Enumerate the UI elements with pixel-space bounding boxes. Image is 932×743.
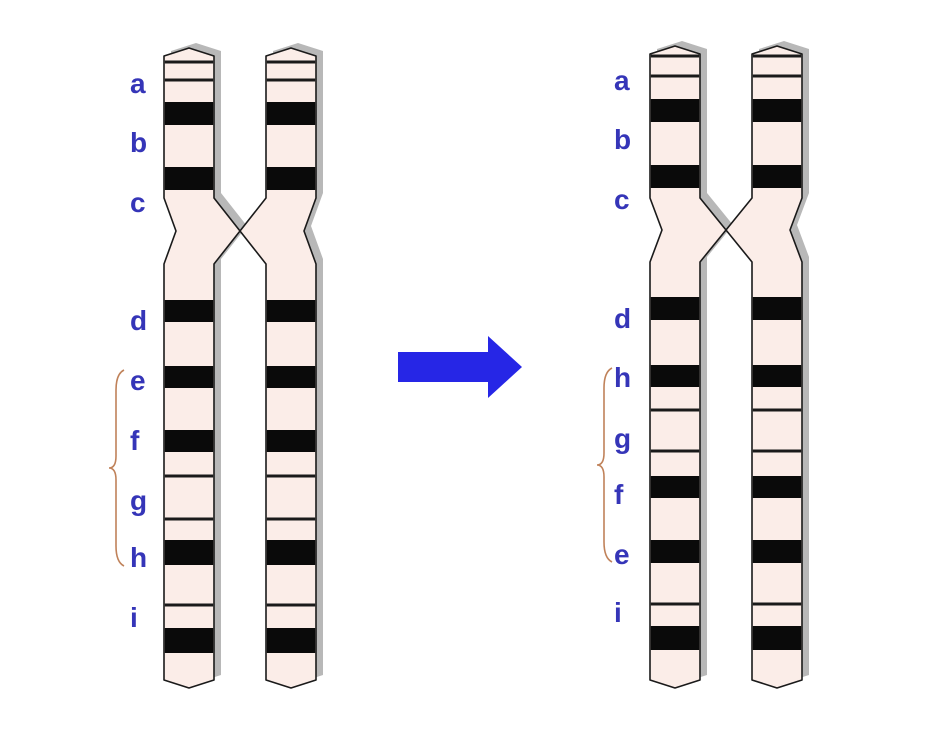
chromosome-band <box>752 365 802 387</box>
right-arrow-icon <box>398 336 522 398</box>
gene-label-h: h <box>614 362 631 393</box>
chromosome-band-thin <box>164 60 214 64</box>
inversion-bracket <box>596 367 613 563</box>
chromosome-band-thin <box>752 408 802 412</box>
gene-label-c: c <box>614 184 630 215</box>
chromosome-band <box>650 99 700 122</box>
chromosome-band <box>650 540 700 563</box>
gene-label-f: f <box>130 425 140 456</box>
chromosome-band-thin <box>752 602 802 606</box>
chromosome-band <box>266 540 316 565</box>
gene-label-c: c <box>130 187 146 218</box>
chromosome-band <box>650 626 700 650</box>
chromosome-band <box>752 297 802 320</box>
chromosome-band <box>266 628 316 653</box>
inversion-bracket <box>108 369 125 567</box>
chromatid-left <box>163 47 241 689</box>
gene-label-b: b <box>130 127 147 158</box>
gene-label-h: h <box>130 542 147 573</box>
gene-label-b: b <box>614 124 631 155</box>
chromosome-band <box>266 300 316 322</box>
chromosome-band <box>752 165 802 188</box>
chromosome-band-thin <box>650 602 700 606</box>
chromosome-band <box>752 476 802 498</box>
chromosome-band-thin <box>266 603 316 607</box>
gene-label-d: d <box>130 305 147 336</box>
chromosome-band-thin <box>266 78 316 82</box>
gene-label-g: g <box>614 423 631 454</box>
chromosome-band <box>266 430 316 452</box>
chromosome-band <box>164 300 214 322</box>
chromosome-band <box>266 102 316 125</box>
chromosome-band-thin <box>650 449 700 453</box>
gene-label-i: i <box>130 602 138 633</box>
chromosome-band-thin <box>752 54 802 58</box>
chromosome-band <box>164 540 214 565</box>
chromosome-band-thin <box>650 74 700 78</box>
chromosome-band <box>266 366 316 388</box>
gene-label-f: f <box>614 479 624 510</box>
gene-label-d: d <box>614 303 631 334</box>
gene-label-e: e <box>130 365 146 396</box>
chromosome-band <box>650 165 700 188</box>
chromosome-band <box>752 540 802 563</box>
gene-label-i: i <box>614 597 622 628</box>
chromosome-band-thin <box>164 474 214 478</box>
chromosome-band <box>164 167 214 190</box>
chromosome-band <box>164 102 214 125</box>
chromosome-band <box>650 365 700 387</box>
chromosome-band-thin <box>266 517 316 521</box>
chromosome-band-thin <box>752 449 802 453</box>
chromosome-band <box>650 297 700 320</box>
gene-label-e: e <box>614 539 630 570</box>
chromosome-band <box>164 628 214 653</box>
chromatid-right <box>725 45 803 689</box>
gene-label-a: a <box>130 68 146 99</box>
chromosome-band <box>164 366 214 388</box>
chromosome-band <box>752 99 802 122</box>
chromatid-left <box>649 45 727 689</box>
chromosome-band-thin <box>164 517 214 521</box>
chromosome-band-thin <box>650 408 700 412</box>
chromosome-band <box>164 430 214 452</box>
chromatid-right <box>239 47 317 689</box>
gene-label-a: a <box>614 65 630 96</box>
gene-label-g: g <box>130 485 147 516</box>
chromosome-band-thin <box>266 474 316 478</box>
chromosome-band <box>650 476 700 498</box>
chromosome-band-thin <box>164 78 214 82</box>
chromosome-band-thin <box>266 60 316 64</box>
chromosome-band-thin <box>650 54 700 58</box>
chromosome-band <box>266 167 316 190</box>
chromosome-band-thin <box>752 74 802 78</box>
chromosome-band <box>752 626 802 650</box>
chromosome-band-thin <box>164 603 214 607</box>
